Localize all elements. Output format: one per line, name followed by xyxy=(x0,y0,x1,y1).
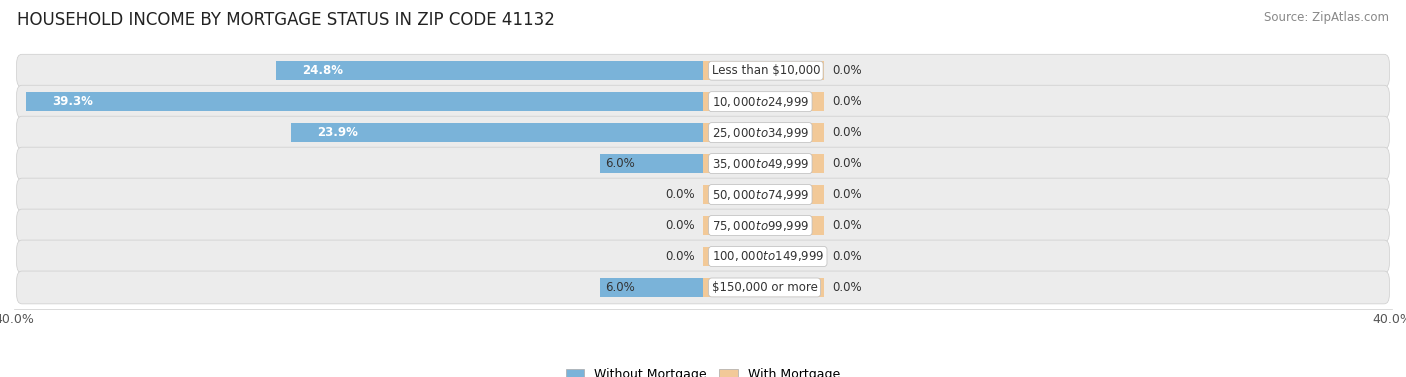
Text: 0.0%: 0.0% xyxy=(665,250,695,263)
Text: Source: ZipAtlas.com: Source: ZipAtlas.com xyxy=(1264,11,1389,24)
Bar xyxy=(703,278,824,297)
Bar xyxy=(276,61,703,80)
Bar xyxy=(703,216,824,235)
FancyBboxPatch shape xyxy=(17,54,1389,87)
Text: $100,000 to $149,999: $100,000 to $149,999 xyxy=(711,250,824,264)
FancyBboxPatch shape xyxy=(17,85,1389,118)
Text: $35,000 to $49,999: $35,000 to $49,999 xyxy=(711,156,808,170)
Text: $25,000 to $34,999: $25,000 to $34,999 xyxy=(711,126,808,139)
Bar xyxy=(703,185,824,204)
Bar xyxy=(703,123,824,142)
Bar xyxy=(599,154,703,173)
FancyBboxPatch shape xyxy=(17,147,1389,180)
Text: 0.0%: 0.0% xyxy=(832,188,862,201)
Text: 24.8%: 24.8% xyxy=(302,64,343,77)
Text: 0.0%: 0.0% xyxy=(832,157,862,170)
Bar xyxy=(703,247,824,266)
FancyBboxPatch shape xyxy=(17,271,1389,304)
Text: 0.0%: 0.0% xyxy=(832,126,862,139)
Text: $75,000 to $99,999: $75,000 to $99,999 xyxy=(711,219,808,233)
FancyBboxPatch shape xyxy=(17,116,1389,149)
Bar xyxy=(703,92,824,111)
Text: 23.9%: 23.9% xyxy=(318,126,359,139)
Text: Less than $10,000: Less than $10,000 xyxy=(711,64,820,77)
Bar xyxy=(703,154,824,173)
Text: $150,000 or more: $150,000 or more xyxy=(711,281,817,294)
Text: 0.0%: 0.0% xyxy=(832,95,862,108)
Legend: Without Mortgage, With Mortgage: Without Mortgage, With Mortgage xyxy=(561,363,845,377)
Text: 0.0%: 0.0% xyxy=(832,219,862,232)
Bar xyxy=(703,61,824,80)
Bar xyxy=(291,123,703,142)
Text: 0.0%: 0.0% xyxy=(832,64,862,77)
FancyBboxPatch shape xyxy=(17,178,1389,211)
Text: HOUSEHOLD INCOME BY MORTGAGE STATUS IN ZIP CODE 41132: HOUSEHOLD INCOME BY MORTGAGE STATUS IN Z… xyxy=(17,11,555,29)
Text: 0.0%: 0.0% xyxy=(665,188,695,201)
Text: 0.0%: 0.0% xyxy=(832,281,862,294)
Text: $10,000 to $24,999: $10,000 to $24,999 xyxy=(711,95,808,109)
Bar xyxy=(27,92,703,111)
Text: 0.0%: 0.0% xyxy=(665,219,695,232)
Text: 6.0%: 6.0% xyxy=(605,281,634,294)
Text: 6.0%: 6.0% xyxy=(605,157,634,170)
Text: 0.0%: 0.0% xyxy=(832,250,862,263)
FancyBboxPatch shape xyxy=(17,240,1389,273)
Bar xyxy=(599,278,703,297)
Text: $50,000 to $74,999: $50,000 to $74,999 xyxy=(711,188,808,202)
Text: 39.3%: 39.3% xyxy=(52,95,93,108)
FancyBboxPatch shape xyxy=(17,209,1389,242)
